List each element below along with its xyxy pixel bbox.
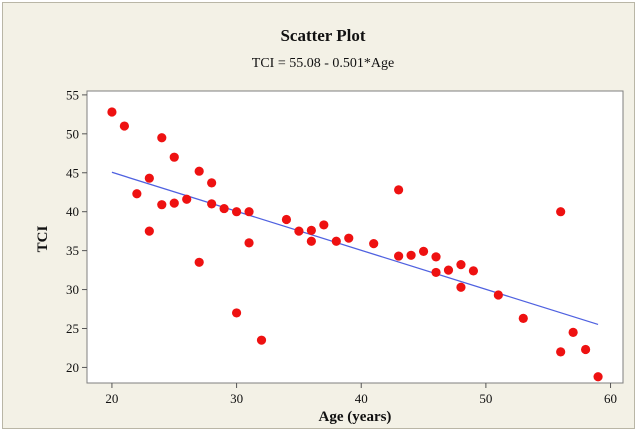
x-tick-label: 60 xyxy=(604,391,617,406)
data-point xyxy=(207,178,217,188)
y-tick-label: 20 xyxy=(66,360,79,375)
x-tick-label: 20 xyxy=(105,391,118,406)
data-point xyxy=(493,290,503,300)
y-tick-label: 40 xyxy=(66,204,79,219)
x-axis: 20 30 40 50 60 xyxy=(105,383,617,406)
chart-frame: Scatter Plot TCI = 55.08 - 0.501*Age 20 3… xyxy=(2,2,635,429)
data-point xyxy=(119,121,129,131)
data-point xyxy=(157,133,167,143)
data-point xyxy=(468,266,479,276)
data-point xyxy=(144,226,154,236)
data-point xyxy=(418,246,429,257)
data-point xyxy=(394,185,404,195)
x-tick-label: 30 xyxy=(230,391,243,406)
data-point xyxy=(244,238,254,248)
x-tick-label: 50 xyxy=(479,391,492,406)
data-point xyxy=(157,200,167,210)
scatter-chart: Scatter Plot TCI = 55.08 - 0.501*Age 20 3… xyxy=(35,26,624,425)
data-point xyxy=(431,252,441,262)
data-point xyxy=(406,250,416,260)
data-point xyxy=(431,267,441,278)
data-point xyxy=(581,344,591,355)
data-point xyxy=(593,372,603,382)
data-point xyxy=(219,203,229,214)
data-point xyxy=(518,313,528,323)
y-tick-label: 55 xyxy=(66,87,79,102)
y-tick-label: 50 xyxy=(66,126,79,141)
data-point xyxy=(331,236,341,246)
data-point xyxy=(132,189,142,199)
data-point xyxy=(107,107,117,117)
data-point xyxy=(144,173,154,183)
data-point xyxy=(194,166,204,176)
data-points xyxy=(107,107,603,382)
data-point xyxy=(244,207,254,217)
x-tick-label: 40 xyxy=(355,391,368,406)
regression-equation: TCI = 55.08 - 0.501*Age xyxy=(252,56,394,71)
y-tick-label: 30 xyxy=(66,282,79,297)
data-point xyxy=(344,233,354,243)
data-point xyxy=(231,308,242,318)
data-point xyxy=(194,257,204,267)
y-axis: 20 25 30 35 40 45 50 55 xyxy=(66,87,87,375)
data-point xyxy=(369,239,379,249)
y-axis-label: TCI xyxy=(35,226,51,253)
y-tick-label: 45 xyxy=(66,165,79,180)
chart-title: Scatter Plot xyxy=(280,26,365,45)
x-axis-label: Age (years) xyxy=(319,409,392,425)
data-point xyxy=(319,220,329,230)
data-point xyxy=(306,236,316,246)
y-tick-label: 35 xyxy=(66,243,79,258)
data-point xyxy=(443,265,454,275)
data-point xyxy=(182,194,192,204)
data-point xyxy=(556,347,566,357)
data-point xyxy=(281,214,292,225)
data-point xyxy=(231,207,242,217)
plot-area xyxy=(86,90,624,384)
data-point xyxy=(456,282,466,292)
data-point xyxy=(456,260,466,270)
data-point xyxy=(556,207,566,217)
data-point xyxy=(306,225,316,235)
data-point xyxy=(207,199,217,209)
data-point xyxy=(169,152,179,162)
y-tick-label: 25 xyxy=(66,321,79,336)
data-point xyxy=(394,251,404,261)
data-point xyxy=(256,335,267,345)
data-point xyxy=(568,327,578,337)
regression-line xyxy=(111,171,599,326)
data-point xyxy=(294,226,304,236)
data-point xyxy=(169,198,179,208)
